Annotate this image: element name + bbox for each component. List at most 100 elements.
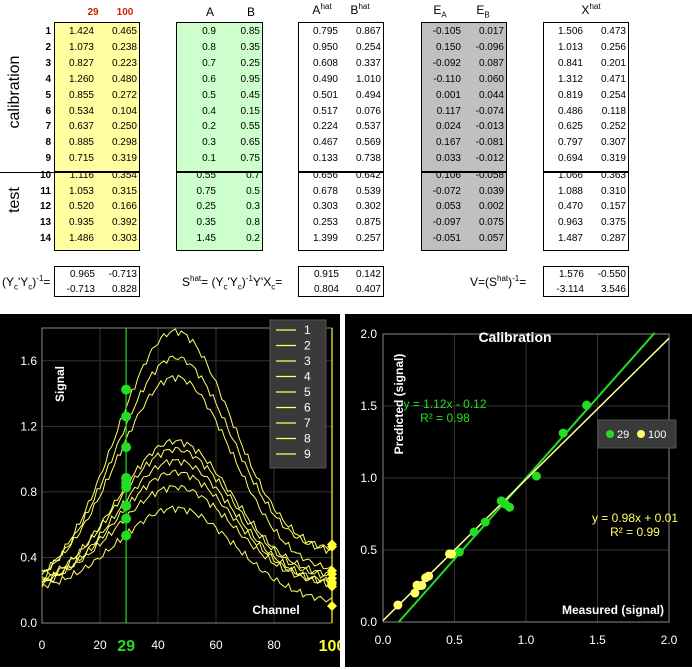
cell-bh: 1.010: [355, 73, 381, 85]
header-bhat: Bhat: [350, 2, 370, 17]
cell-x2: 0.375: [600, 217, 626, 229]
x-marker-100: 100: [319, 638, 340, 655]
x-axis-label: Measured (signal): [562, 603, 664, 617]
scatter-point: [454, 547, 464, 557]
cell-bh: 0.337: [355, 57, 381, 69]
cell-x1: 1.487: [557, 233, 583, 245]
cell-x1: 0.963: [557, 217, 583, 229]
y-tick-label: 0.4: [20, 550, 37, 564]
spectra-chart-svg: 0.00.40.81.21.602040608029100SignalChann…: [20, 319, 345, 655]
calibration-label: calibration: [6, 55, 23, 129]
x-tick-label: 1.5: [589, 633, 606, 647]
cell-ah: 0.253: [312, 217, 338, 229]
cell-ea: 0.024: [435, 121, 461, 133]
cell-x1: 0.819: [557, 89, 583, 101]
row-index: 13: [40, 217, 52, 229]
cell-ea: -0.105: [432, 26, 461, 37]
cell-x2: 0.310: [600, 185, 626, 197]
row-index: 9: [45, 153, 51, 165]
header-xhat: Xhat: [581, 2, 601, 17]
row-index: 7: [45, 121, 51, 133]
scatter-point: [412, 580, 422, 590]
cell-x1: 0.625: [557, 121, 583, 133]
calibration-chart-svg: 0.0 0.5 1.0 1.5 2.0 0.0 0.5 1.0 1.5 2.0 Calibratio…: [360, 327, 678, 647]
cell-a: 0.3: [202, 137, 216, 149]
spectrum-line: [41, 355, 333, 573]
test-label: test: [6, 187, 23, 213]
cell-bh: 0.076: [355, 105, 381, 117]
x-tick-label: 1.0: [518, 633, 535, 647]
cell-eb: 0.087: [478, 57, 504, 69]
cell-a: 0.4: [202, 105, 216, 117]
y-tick-label: 0.0: [20, 616, 37, 630]
cell-y100: 0.465: [111, 26, 137, 37]
y-test-box: [54, 172, 140, 251]
row-index: 3: [45, 57, 51, 69]
spectrum-line: [41, 446, 333, 582]
calibration-chart: 0.0 0.5 1.0 1.5 2.0 0.0 0.5 1.0 1.5 2.0 Calibratio…: [345, 314, 692, 667]
cell-x1: 1.506: [557, 26, 583, 37]
fit-line-29: [397, 332, 656, 623]
header-29: 29: [87, 7, 99, 18]
cell-x2: 0.201: [600, 57, 626, 69]
x-calibration-box: [176, 22, 263, 172]
cell-bh: 0.302: [355, 201, 381, 213]
point-29: [121, 411, 132, 422]
spectrum-line: [41, 374, 333, 573]
cell-a: 0.55: [196, 169, 216, 181]
row-index: 4: [45, 73, 51, 85]
scatter-point: [480, 517, 490, 527]
x-tick-label: 60: [209, 638, 223, 652]
cell-b: 0.35: [240, 41, 260, 53]
cell-eb: 0.060: [478, 73, 504, 85]
legend-item: 1: [304, 323, 311, 337]
spectrum-line: [41, 469, 333, 587]
cell-x1: 0.841: [557, 57, 583, 69]
cell-b: 0.15: [240, 105, 260, 117]
cell-y100: 0.166: [111, 201, 137, 213]
cell-ah: 0.517: [312, 105, 338, 117]
legend-item: 2: [304, 339, 311, 353]
cell-ah: 0.656: [312, 169, 338, 181]
cell-y29: 1.073: [68, 41, 94, 53]
legend-item: 8: [304, 432, 311, 446]
cell-b: 0.3: [246, 201, 260, 213]
header-b: B: [246, 5, 255, 19]
cell-ah: 0.303: [312, 201, 338, 213]
scatter-point: [582, 400, 592, 410]
cell-ea: 0.106: [435, 169, 461, 181]
cell-a: 0.2: [202, 121, 216, 133]
row-index: 6: [45, 105, 51, 117]
cell-ah: 0.501: [312, 89, 338, 101]
cell-a: 0.9: [202, 26, 216, 37]
legend-item: 7: [304, 416, 311, 430]
cell-ea: -0.110: [433, 73, 461, 85]
cell-y29: 0.935: [68, 217, 94, 229]
cell-y100: 0.238: [111, 41, 137, 53]
error-box-2: [421, 172, 507, 251]
cell-y100: 0.480: [111, 73, 137, 85]
cell-ea: -0.097: [432, 217, 461, 229]
cell-x2: 0.319: [600, 153, 626, 165]
y-calibration-box: [54, 22, 140, 172]
cell-x2: 0.307: [600, 137, 626, 149]
legend-item: 9: [304, 447, 311, 461]
cell-bh: 0.494: [355, 89, 381, 101]
cell-x1: 0.694: [557, 153, 583, 165]
cell-y100: 0.223: [111, 57, 137, 69]
spectra-chart: 0.00.40.81.21.602040608029100SignalChann…: [0, 314, 345, 667]
cell-y100: 0.272: [111, 89, 137, 101]
cell-b: 0.95: [240, 73, 260, 85]
cell-eb: 0.044: [478, 89, 504, 101]
cell-b: 0.8: [246, 217, 260, 229]
cell-eb: 0.057: [478, 233, 504, 245]
shat-matrix: 0.915 0.142 0.804 0.407: [298, 266, 384, 297]
cell-x2: 0.254: [600, 89, 626, 101]
point-29: [121, 500, 132, 511]
scatter-point: [531, 471, 541, 481]
scatter-point: [393, 600, 403, 610]
cell-y100: 0.319: [111, 153, 137, 165]
x-marker-29: 29: [117, 638, 135, 655]
cell-eb: -0.074: [475, 105, 504, 117]
cell-eb: -0.058: [475, 169, 504, 181]
